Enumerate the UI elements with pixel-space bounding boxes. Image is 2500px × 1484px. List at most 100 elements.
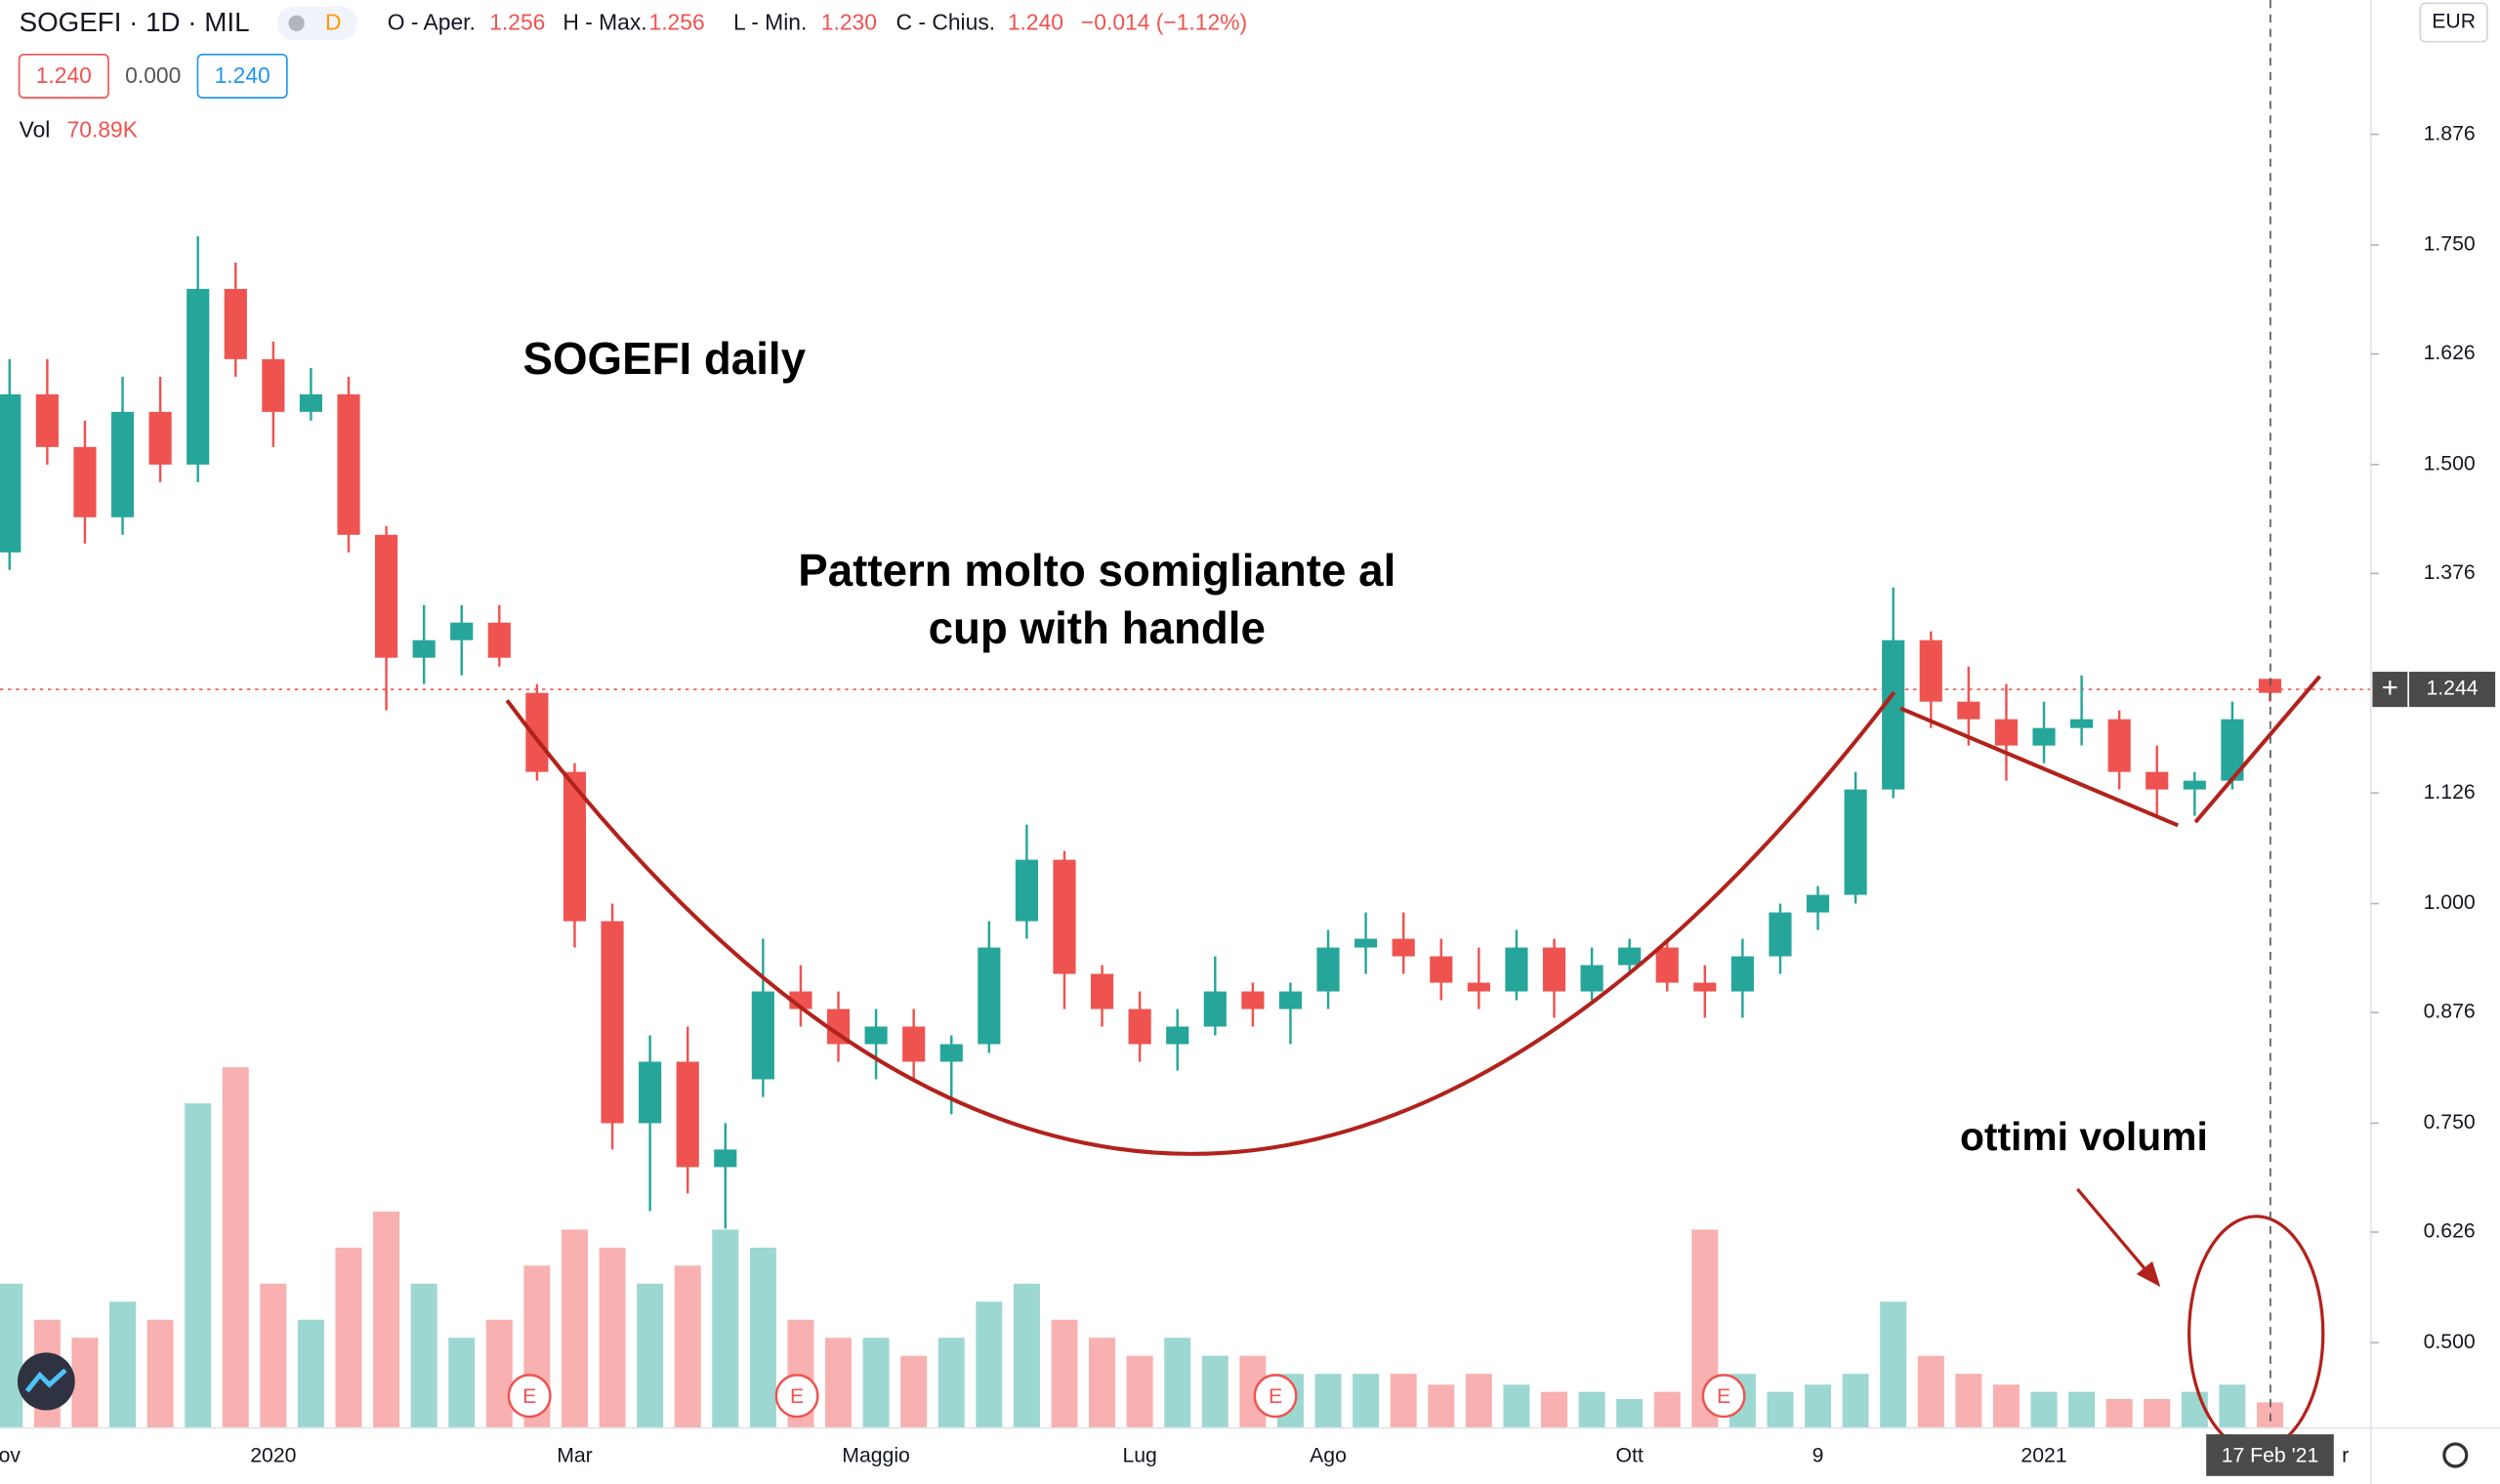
currency-box[interactable] (2419, 2, 2488, 43)
logo-mark (24, 1368, 67, 1393)
candle-body (1241, 991, 1265, 1010)
volume-bar (862, 1338, 890, 1428)
candle-body (1618, 947, 1642, 966)
volume-bar (1051, 1319, 1078, 1428)
volume-bar (1390, 1374, 1417, 1428)
earnings-marker[interactable] (1701, 1374, 1746, 1419)
settings-icon[interactable] (2442, 1442, 2469, 1468)
volume-bar (0, 1283, 23, 1428)
interval-badge: D (325, 10, 342, 35)
candle-body (262, 358, 285, 412)
candle-body (1015, 859, 1038, 922)
plot-area (0, 235, 2371, 1428)
ohlc-value: 1.256 (648, 10, 704, 35)
bid: 1.240 (36, 62, 92, 88)
candle-body (412, 639, 436, 658)
candle-body (902, 1026, 926, 1062)
candle-body (487, 622, 511, 658)
candle-body (2183, 780, 2206, 790)
y-tick-label: 0.500 (2424, 1330, 2476, 1353)
x-tick-label: 2020 (250, 1444, 296, 1467)
candle-body (1882, 639, 1905, 790)
y-tick-label: 0.626 (2424, 1219, 2476, 1243)
volume-bar (900, 1355, 928, 1428)
x-tick-label: Maggio (842, 1444, 910, 1467)
volume-bar (1653, 1391, 1681, 1428)
y-tick-label: 1.750 (2424, 232, 2476, 256)
candle-body (1354, 938, 1378, 948)
volume-bar (485, 1319, 513, 1428)
x-tick-label: Mar (557, 1444, 593, 1467)
volume-bar (373, 1211, 400, 1428)
candle-body (639, 1061, 662, 1124)
volume-bar (1164, 1338, 1191, 1428)
crosshair-plus: + (2382, 672, 2398, 704)
volume-bar (712, 1229, 739, 1428)
volume-bar (1503, 1384, 1530, 1428)
candle-body (1806, 894, 1830, 913)
volume-bar (146, 1319, 174, 1428)
volume-bar (71, 1338, 99, 1428)
last-price-box (2408, 672, 2496, 708)
candle-body (1730, 956, 1754, 992)
ask-box[interactable] (196, 53, 288, 99)
candle-body (525, 692, 549, 772)
x-tick-label: Ott (1616, 1444, 1644, 1467)
candle-body (110, 411, 135, 517)
earnings-label: E (790, 1384, 804, 1408)
y-tick-label: 0.876 (2424, 1000, 2476, 1023)
crosshair-plus-box (2372, 672, 2408, 708)
candle-body (2032, 727, 2056, 746)
badge[interactable] (277, 6, 357, 41)
volume-bar (222, 1067, 249, 1428)
ohlc-label: H - Max. (562, 10, 646, 35)
volume-bar (2105, 1399, 2133, 1428)
annotation-pattern: Pattern molto somigliante al (798, 546, 1396, 596)
volume-bar (1540, 1391, 1567, 1428)
arrow-shaft (2076, 1187, 2151, 1276)
x-tick-label: 2021 (2021, 1444, 2066, 1467)
earnings-marker[interactable] (507, 1374, 552, 1419)
volume-bar (1201, 1355, 1229, 1428)
earnings-marker[interactable] (774, 1374, 819, 1419)
x-tick-label: r (2342, 1444, 2349, 1467)
candle-body (2070, 719, 2094, 728)
badge-dot (288, 15, 305, 32)
y-tick-label: 1.126 (2424, 780, 2476, 804)
volume-bar (825, 1338, 853, 1428)
spread: 0.000 (125, 62, 181, 88)
candle-body (1392, 938, 1415, 957)
volume-bar (1955, 1374, 1982, 1428)
volume-bar (2219, 1384, 2246, 1428)
volume-bar (410, 1283, 438, 1428)
ohlc-label: O - Aper. (388, 10, 476, 35)
x-tick-label: 9 (1812, 1444, 1824, 1467)
bid-box[interactable] (18, 53, 109, 99)
candle-body (1166, 1026, 1189, 1045)
candle-body (1957, 701, 1980, 720)
x-tick-label: Lug (1122, 1444, 1156, 1467)
volume-bar (2181, 1391, 2208, 1428)
annotation-title: SOGEFI daily (523, 334, 807, 384)
currency: EUR (2432, 10, 2476, 33)
volume-bar (1089, 1338, 1116, 1428)
x-tick-label: ov (0, 1444, 21, 1467)
y-tick-label: 1.000 (2424, 890, 2476, 914)
candle-body (826, 1009, 851, 1045)
ohlc-value: 1.240 (1008, 10, 1063, 35)
volume-bar (260, 1283, 287, 1428)
earnings-marker[interactable] (1253, 1374, 1298, 1419)
candle-body (939, 1044, 963, 1062)
earnings-label: E (522, 1384, 536, 1408)
volume-value: 70.89K (67, 117, 139, 143)
volume-bar (448, 1338, 476, 1428)
volume-bar (185, 1103, 212, 1428)
candle-body (1994, 719, 2019, 746)
ohlc-label: L - Min. (733, 10, 807, 35)
candle-body (1316, 947, 1340, 992)
candle-body (2221, 719, 2244, 781)
annotation-pattern: cup with handle (929, 603, 1266, 653)
candle-body (1278, 991, 1303, 1010)
candle-body (73, 446, 97, 517)
ohlc-value: 1.230 (821, 10, 877, 35)
